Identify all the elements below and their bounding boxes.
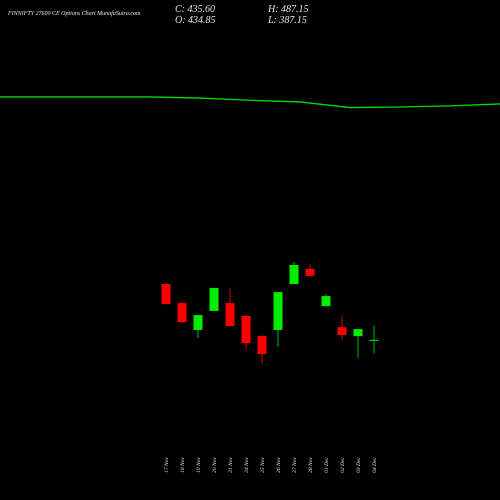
candle-body [193,315,203,330]
x-tick-label: 01 Dec [324,457,330,473]
x-tick-label: 24 Nov [243,457,250,473]
candle-body [369,339,379,341]
candle-body [337,327,347,336]
high-label: H: 487.15 [267,4,309,15]
chart-title: FINNIFTY 27600 CE Options Chart MunafaSu… [7,10,141,17]
candle-body [225,303,235,327]
low-label: L: 387.15 [267,15,307,26]
x-tick-label: 21 Nov [228,457,234,473]
x-tick-label: 28 Nov [308,457,314,473]
candle-body [321,296,331,307]
candle-body [241,315,251,344]
candle-body [289,264,299,285]
candle-body [161,284,171,304]
candle-body [257,336,267,355]
open-label: O: 434.85 [175,15,216,26]
x-tick-label: 20 Nov [212,457,218,473]
x-tick-label: 19 Nov [196,457,202,473]
x-tick-label: 04 Dec [371,457,378,473]
close-label: C: 435.60 [175,4,215,15]
x-tick-label: 18 Nov [180,457,186,473]
x-tick-label: 02 Dec [340,457,346,473]
candle-body [273,292,283,330]
average-line [0,96,500,109]
candle-body [209,287,219,311]
candle-body [305,268,315,276]
candle-body [177,303,187,323]
candle-body [353,329,363,337]
x-tick-label: 26 Nov [276,457,282,473]
x-tick-label: 27 Nov [292,457,298,473]
x-tick-label: 25 Nov [260,457,266,473]
x-tick-label: 03 Dec [356,457,362,473]
x-tick-label: 17 Nov [164,457,170,473]
